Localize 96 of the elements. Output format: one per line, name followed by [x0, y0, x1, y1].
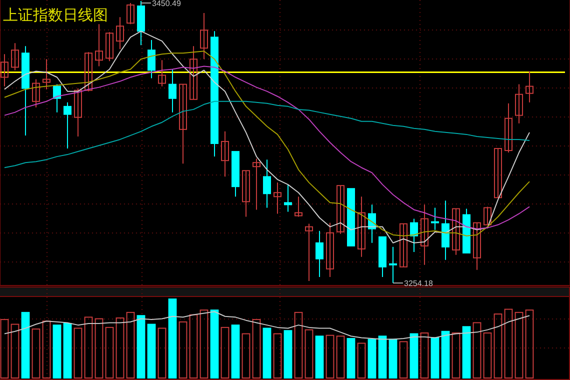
candlestick — [179, 84, 187, 164]
candlestick — [389, 246, 397, 284]
bar — [388, 338, 398, 378]
bar — [189, 314, 198, 378]
bar — [368, 338, 376, 378]
candlestick — [504, 102, 512, 154]
bar — [42, 320, 51, 378]
bar — [483, 332, 492, 378]
candlestick — [263, 159, 271, 208]
candlestick — [336, 185, 344, 234]
bar — [210, 310, 219, 378]
candlestick — [95, 24, 103, 67]
candlestick — [0, 54, 8, 87]
candlestick — [473, 222, 481, 270]
bar — [430, 337, 440, 378]
bar — [262, 328, 272, 378]
candlestick — [305, 223, 313, 282]
candlestick — [484, 206, 492, 226]
bar — [284, 330, 292, 378]
bar — [116, 317, 124, 378]
bar — [63, 322, 72, 378]
bar — [252, 319, 261, 378]
candlestick — [526, 70, 534, 103]
bar — [21, 312, 30, 378]
candlestick — [190, 46, 198, 100]
candlestick — [84, 52, 92, 92]
bar — [220, 326, 230, 378]
candlestick — [420, 204, 428, 266]
annotation: 3450.49 — [152, 0, 182, 8]
bar — [441, 330, 450, 378]
bar — [126, 312, 135, 378]
bar — [105, 326, 114, 378]
candlestick — [358, 196, 366, 258]
candlestick — [53, 84, 61, 113]
candlestick — [452, 208, 460, 256]
bar — [147, 324, 156, 378]
candlestick — [64, 102, 72, 150]
candlestick — [316, 230, 324, 278]
bar — [504, 308, 513, 378]
bar — [52, 324, 62, 378]
bar — [399, 341, 408, 378]
bar — [84, 316, 93, 378]
candlestick — [431, 207, 439, 230]
bar — [420, 332, 429, 378]
candlestick — [148, 40, 156, 79]
bar — [200, 310, 208, 378]
candlestick — [106, 32, 114, 62]
candlestick — [11, 42, 19, 71]
bar — [294, 312, 303, 378]
bar — [336, 336, 345, 378]
candlestick — [126, 2, 134, 25]
bar — [273, 333, 282, 378]
candlestick — [252, 158, 260, 210]
bar — [158, 328, 166, 378]
bar — [136, 315, 146, 378]
candlestick — [168, 68, 176, 113]
candlestick — [158, 60, 166, 87]
candlestick — [116, 16, 124, 50]
bar — [514, 312, 524, 378]
bar — [357, 342, 366, 378]
bar — [242, 333, 250, 378]
bar — [472, 322, 482, 378]
bar — [32, 328, 40, 378]
candlestick — [42, 58, 50, 90]
candlestick — [274, 182, 282, 214]
bar — [94, 318, 104, 378]
candlestick — [326, 222, 334, 278]
text: 上证指数日线图 — [3, 7, 108, 24]
candlestick — [400, 223, 408, 268]
candlestick — [32, 78, 40, 108]
candlestick — [515, 84, 523, 124]
bar — [74, 328, 82, 378]
candlestick — [221, 130, 229, 178]
bar — [462, 326, 471, 378]
bar — [168, 298, 177, 378]
candlestick — [284, 184, 292, 212]
bar — [346, 338, 356, 378]
candlestick — [74, 88, 82, 137]
bar — [10, 324, 20, 378]
bar — [326, 334, 334, 378]
bar — [0, 319, 9, 378]
bar — [178, 321, 188, 378]
candlestick — [242, 170, 250, 218]
bar — [494, 314, 502, 378]
bar — [378, 336, 387, 378]
bar — [452, 332, 460, 378]
bar — [231, 324, 240, 378]
candlestick — [410, 218, 418, 252]
candlestick — [200, 12, 208, 60]
bar — [525, 310, 534, 378]
candlestick — [294, 196, 302, 218]
candlestick — [442, 200, 450, 260]
bar — [304, 329, 314, 378]
bar — [315, 336, 324, 378]
candlestick — [494, 148, 502, 198]
bar — [410, 333, 418, 378]
